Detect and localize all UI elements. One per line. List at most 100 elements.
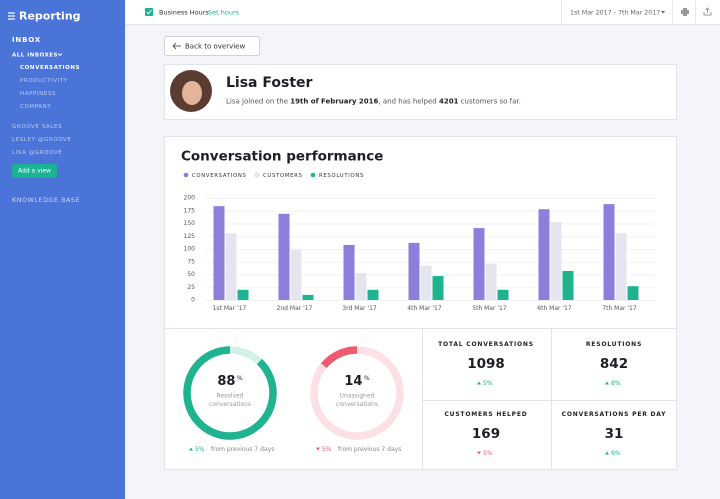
inbox-link[interactable]: LISA @GROOVE: [12, 150, 62, 156]
donut-label: conversations: [336, 401, 378, 408]
stat-change: 5%: [483, 380, 493, 387]
x-tick-label: 5th Mar '17: [472, 305, 507, 312]
stat-title: CUSTOMERS HELPED: [444, 411, 527, 418]
trend-arrow: [189, 447, 193, 451]
chevron: [57, 53, 63, 57]
sidebar: [0, 0, 125, 499]
x-tick-label: 2nd Mar '17: [277, 305, 313, 312]
chart-card: [164, 136, 677, 470]
bar: [408, 242, 420, 300]
export-icon[interactable]: [703, 7, 712, 16]
print-icon[interactable]: [681, 8, 689, 16]
knowledge-base[interactable]: KNOWLEDGE BASE: [12, 197, 80, 204]
x-tick-label: 7th Mar '17: [602, 305, 637, 312]
business-hours[interactable]: Business Hours: [159, 9, 209, 17]
inbox-view[interactable]: CONVERSATIONS: [20, 65, 80, 71]
all-inboxes[interactable]: ALL INBOXES: [12, 53, 58, 59]
stat-title: CONVERSATIONS PER DAY: [562, 411, 667, 418]
back-button[interactable]: [164, 36, 260, 56]
profile-name: Lisa Foster: [226, 75, 313, 91]
y-tick-label: 0: [191, 297, 195, 304]
y-tick-label: 75: [187, 258, 195, 265]
bar: [225, 233, 237, 300]
x-tick-label: 3rd Mar '17: [342, 305, 377, 312]
caret: [661, 11, 665, 14]
trend-arrow: [477, 451, 481, 455]
y-tick-label: 125: [184, 233, 196, 240]
donut-unit: %: [237, 375, 243, 382]
x-tick-label: 4th Mar '17: [407, 305, 442, 312]
add-view-label[interactable]: Add a view: [18, 168, 51, 175]
avatar-face: [182, 81, 202, 105]
donut-comparison: from previous 7 days: [338, 446, 401, 453]
sidebar-title: Reporting: [19, 10, 81, 23]
trend-arrow: [477, 381, 481, 385]
stat-value: 842: [600, 356, 628, 372]
trend-arrow: [605, 381, 609, 385]
inbox-heading[interactable]: INBOX: [12, 36, 41, 44]
stat-change: 5%: [483, 450, 493, 457]
checkbox[interactable]: [145, 8, 153, 16]
trend-arrow: [605, 451, 609, 455]
bio-part: 19th of February 2016: [290, 98, 378, 106]
legend-swatch: [183, 172, 189, 178]
checkmark: [146, 9, 152, 15]
bar: [550, 221, 562, 300]
donut-value: 14%: [344, 374, 370, 389]
x-tick-label: 1st Mar '17: [213, 305, 247, 312]
legend-label: RESOLUTIONS: [319, 173, 364, 179]
stat-value: 169: [472, 426, 500, 442]
donut-comparison: from previous 7 days: [211, 446, 274, 453]
add-view-button[interactable]: [12, 164, 57, 178]
date-range[interactable]: 1st Mar 2017 - 7th Mar 2017: [570, 10, 660, 17]
y-tick-label: 50: [187, 271, 195, 278]
bar: [367, 289, 379, 300]
bar: [432, 276, 444, 300]
trend-arrow: [316, 447, 320, 451]
legend-label: CONVERSATIONS: [192, 173, 247, 179]
donut-label: Resolved: [216, 393, 243, 400]
bar: [627, 286, 639, 300]
bio-part: Lisa joined on the: [226, 98, 290, 106]
profile-bio: Lisa joined on the 19th of February 2016…: [226, 98, 521, 106]
topbar: [125, 0, 720, 24]
back-label[interactable]: Back to overview: [185, 43, 245, 51]
donut-unit: %: [364, 375, 370, 382]
donut-arc: [320, 346, 358, 369]
donut-number: 14: [344, 374, 362, 389]
donut-label: conversations: [209, 401, 251, 408]
bar: [562, 270, 574, 300]
y-tick-label: 200: [184, 195, 196, 202]
bar: [420, 265, 432, 300]
inbox-link[interactable]: LESLEY @GROOVE: [12, 137, 71, 143]
donut-change: 5%: [195, 446, 205, 453]
stat-title: TOTAL CONVERSATIONS: [438, 341, 534, 348]
bar: [237, 289, 249, 300]
legend-swatch: [310, 172, 316, 178]
set-hours-link[interactable]: Set hours: [208, 9, 240, 17]
inbox-view[interactable]: COMPANY: [20, 104, 51, 110]
inbox-view[interactable]: PRODUCTIVITY: [20, 78, 68, 84]
stat-change: 8%: [611, 380, 621, 387]
bio-part: , and has helped: [378, 98, 439, 106]
y-tick-label: 150: [184, 220, 196, 227]
y-tick-label: 25: [187, 284, 195, 291]
donut-value: 88%: [217, 374, 243, 389]
bio-part: 4201: [439, 98, 459, 106]
back-arrow: [172, 42, 181, 50]
legend-swatch: [254, 172, 260, 178]
bar: [278, 213, 290, 300]
menu-icon[interactable]: [8, 12, 15, 20]
donut-change: 5%: [322, 446, 332, 453]
inbox-link[interactable]: GROOVE SALES: [12, 124, 62, 130]
donut-arc: [183, 346, 277, 440]
stat-value: 1098: [467, 356, 505, 372]
donut-number: 88: [217, 374, 235, 389]
y-tick-label: 100: [184, 246, 196, 253]
inbox-view[interactable]: HAPPINESS: [20, 91, 56, 97]
bar: [538, 209, 550, 300]
bar: [302, 294, 314, 300]
y-tick-label: 175: [184, 207, 196, 214]
bar: [473, 228, 485, 300]
bar: [485, 263, 497, 300]
